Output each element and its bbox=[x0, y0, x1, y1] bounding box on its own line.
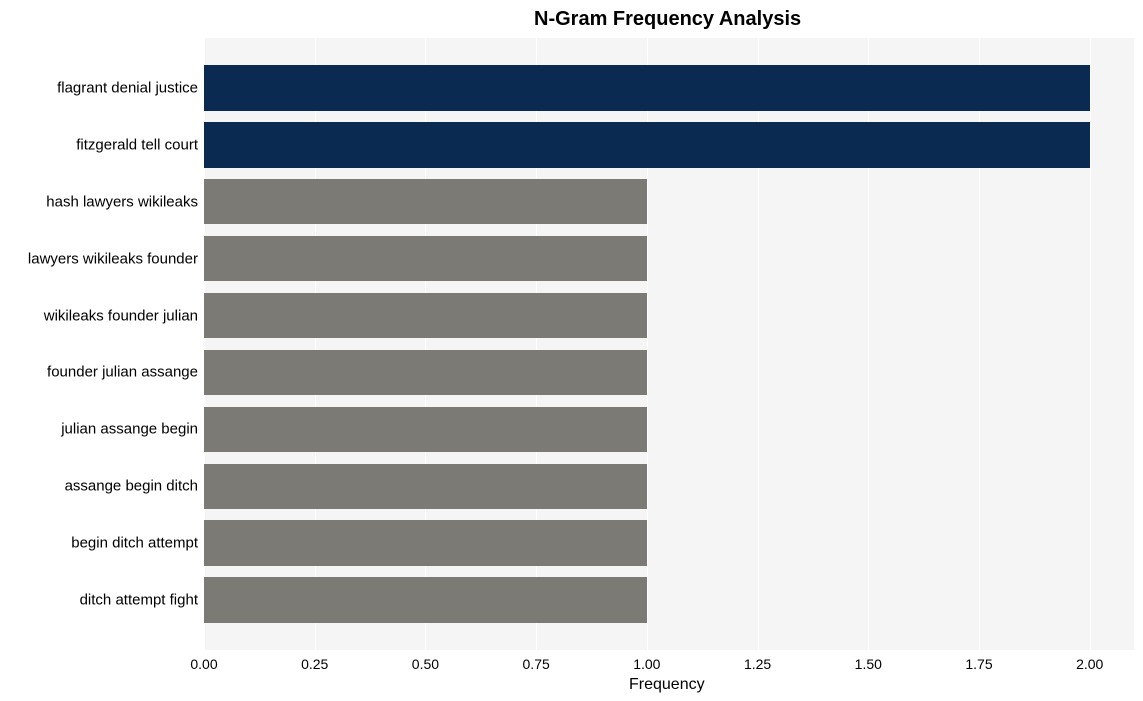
chart-title: N-Gram Frequency Analysis bbox=[0, 8, 1143, 31]
bar bbox=[204, 179, 647, 225]
x-tick-label: 1.50 bbox=[855, 656, 882, 672]
x-tick-label: 0.25 bbox=[301, 656, 328, 672]
ngram-frequency-chart: N-Gram Frequency Analysis flagrant denia… bbox=[0, 0, 1143, 701]
y-axis-label: fitzgerald tell court bbox=[0, 136, 198, 153]
x-tick-label: 1.25 bbox=[744, 656, 771, 672]
x-tick-label: 1.00 bbox=[633, 656, 660, 672]
plot-area bbox=[204, 38, 1134, 650]
y-axis-label: assange begin ditch bbox=[0, 478, 198, 495]
bar bbox=[204, 236, 647, 282]
y-axis-label: lawyers wikileaks founder bbox=[0, 250, 198, 267]
bar bbox=[204, 407, 647, 453]
bar bbox=[204, 520, 647, 566]
y-axis-label: hash lawyers wikileaks bbox=[0, 193, 198, 210]
bar bbox=[204, 577, 647, 623]
bar bbox=[204, 122, 1090, 168]
y-axis-label: ditch attempt fight bbox=[0, 592, 198, 609]
y-axis-label: founder julian assange bbox=[0, 364, 198, 381]
x-tick-label: 0.00 bbox=[190, 656, 217, 672]
y-axis-label: wikileaks founder julian bbox=[0, 307, 198, 324]
x-tick-label: 2.00 bbox=[1076, 656, 1103, 672]
bar bbox=[204, 293, 647, 339]
x-axis-title: Frequency bbox=[0, 676, 1143, 694]
grid-line bbox=[1090, 38, 1091, 650]
y-axis-labels: flagrant denial justice fitzgerald tell c… bbox=[0, 38, 204, 650]
x-tick-label: 1.75 bbox=[965, 656, 992, 672]
x-tick-label: 0.50 bbox=[412, 656, 439, 672]
y-axis-label: flagrant denial justice bbox=[0, 79, 198, 96]
y-axis-label: julian assange begin bbox=[0, 421, 198, 438]
y-axis-label: begin ditch attempt bbox=[0, 535, 198, 552]
bar bbox=[204, 464, 647, 510]
bar bbox=[204, 350, 647, 396]
bar bbox=[204, 65, 1090, 111]
x-tick-label: 0.75 bbox=[523, 656, 550, 672]
